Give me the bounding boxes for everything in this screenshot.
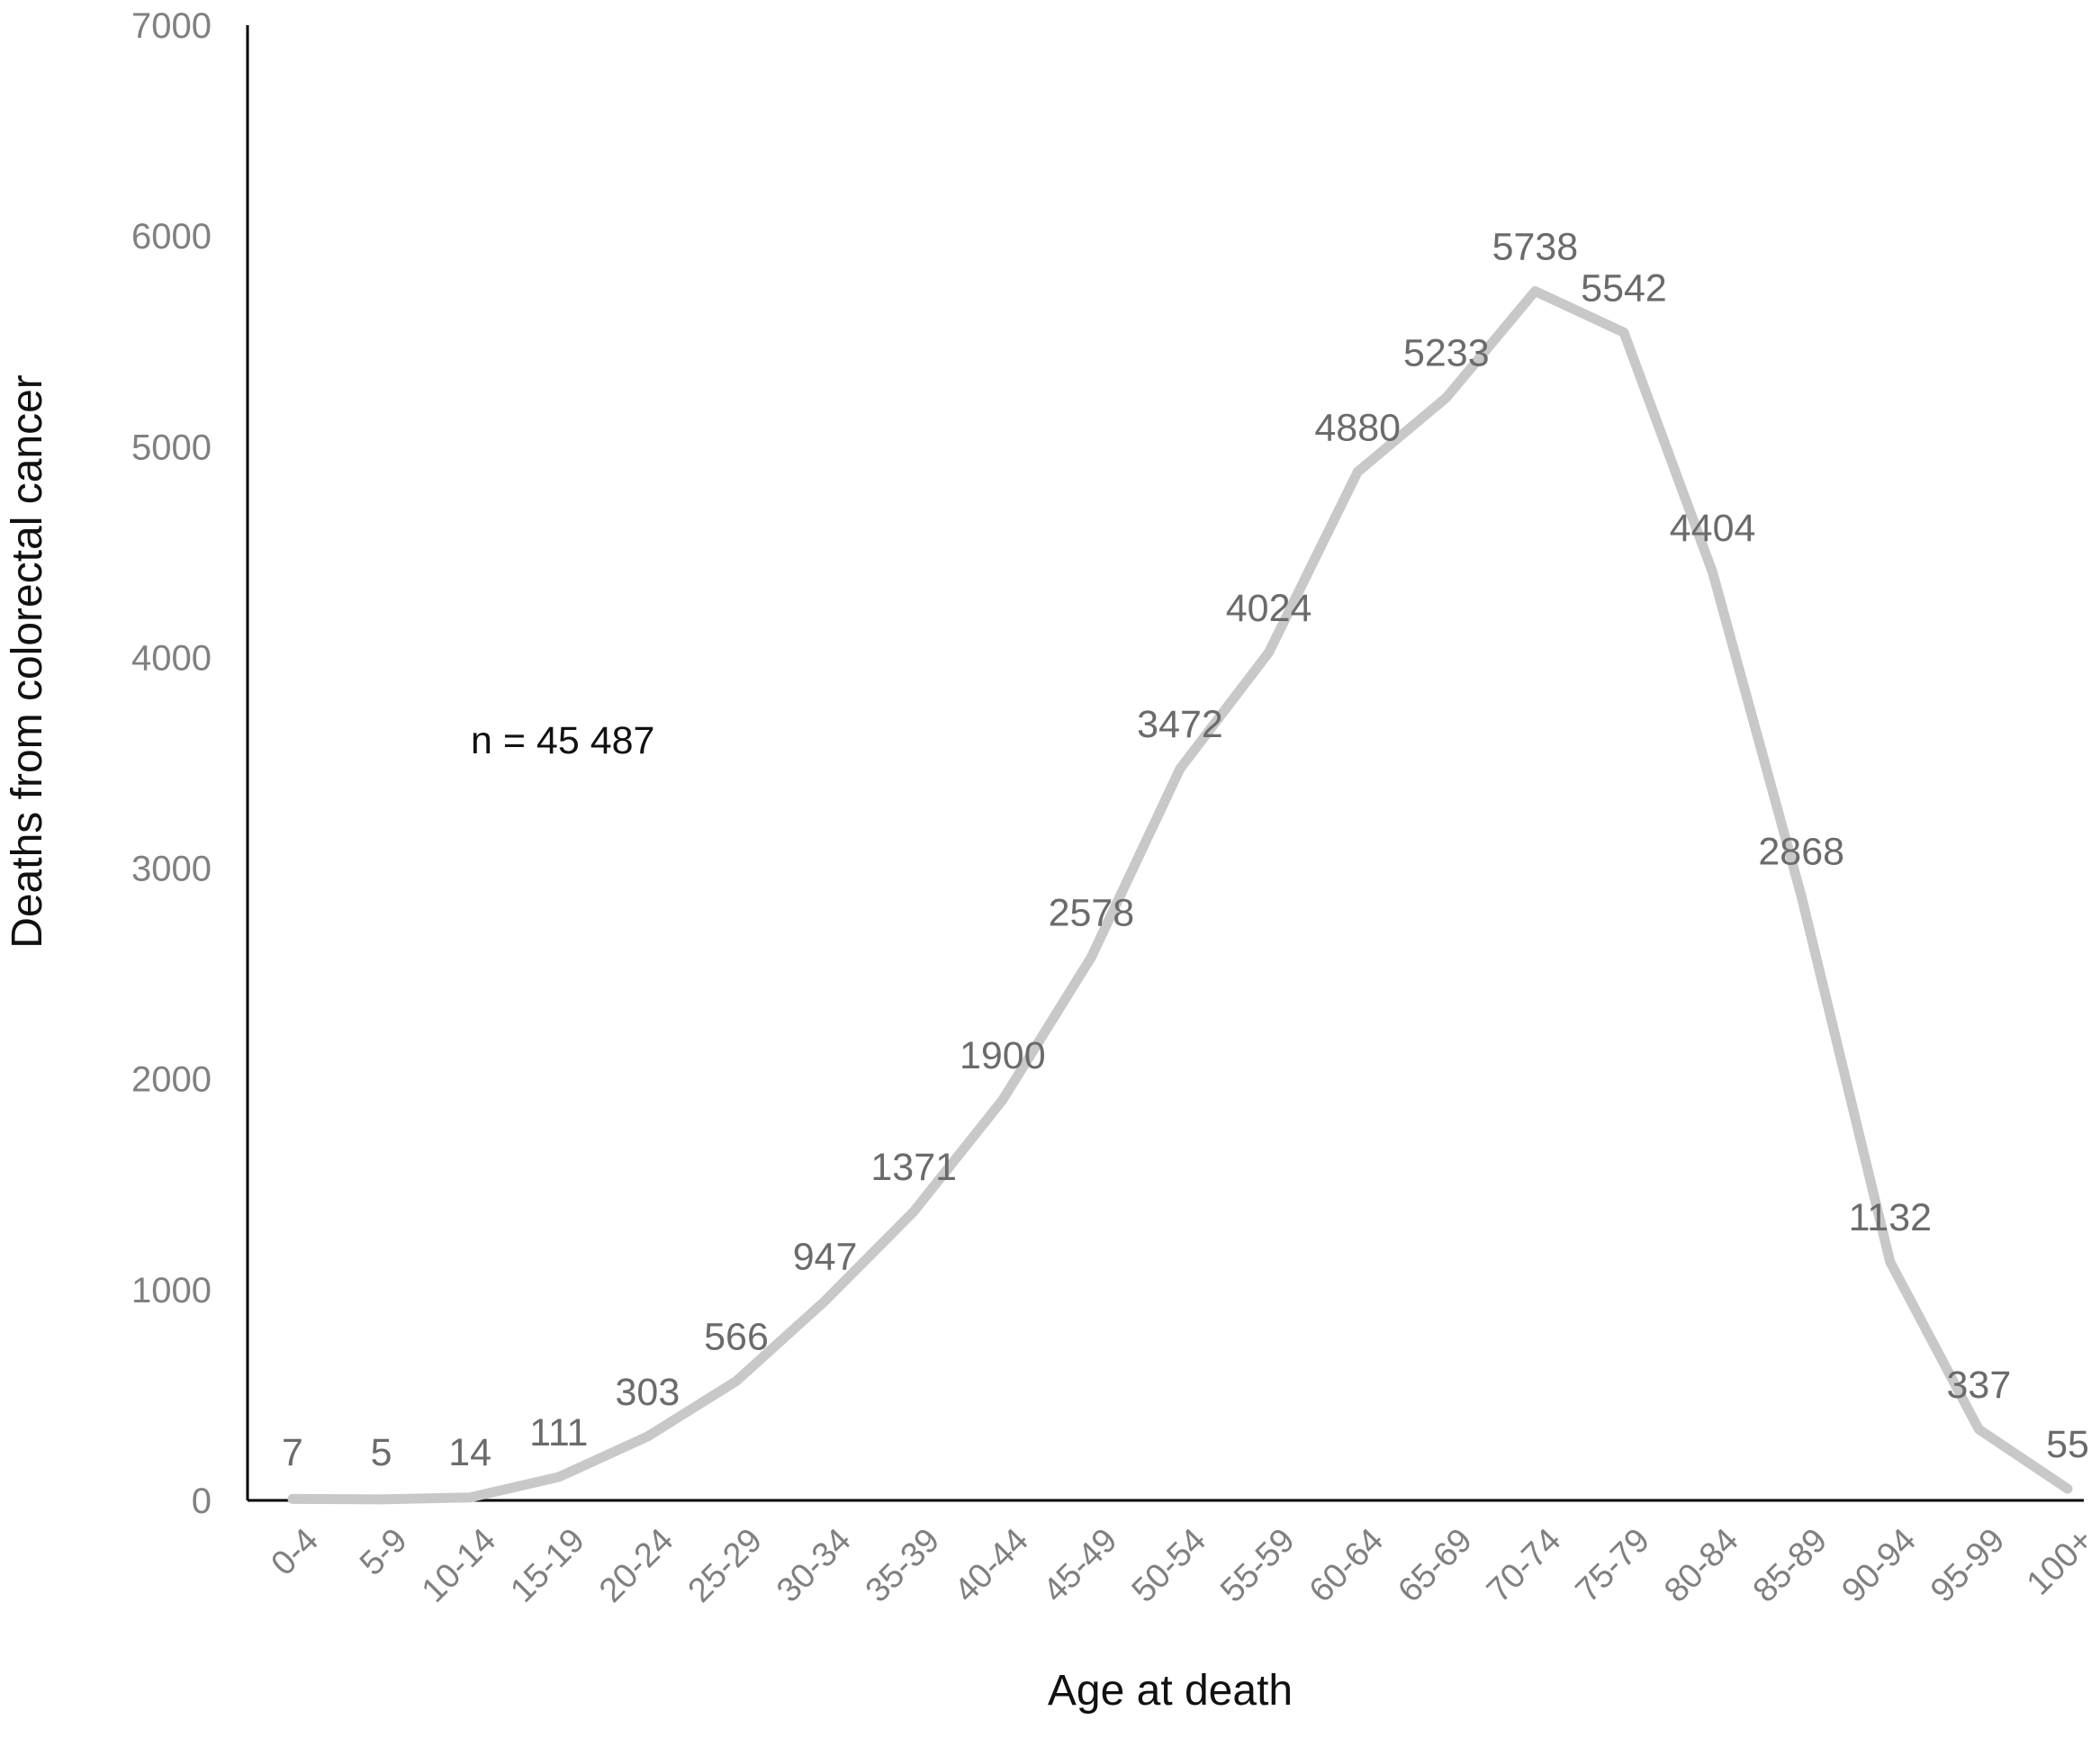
x-tick-label: 50-54 bbox=[1125, 1521, 1213, 1609]
x-tick-label: 60-64 bbox=[1302, 1521, 1391, 1609]
data-label: 111 bbox=[529, 1411, 588, 1454]
data-label: 337 bbox=[1947, 1364, 2012, 1407]
x-axis-title: Age at death bbox=[1048, 1667, 1293, 1715]
x-tick-label: 10-14 bbox=[415, 1521, 503, 1609]
data-label: 1900 bbox=[960, 1034, 1046, 1077]
data-label: 55 bbox=[2046, 1423, 2089, 1466]
data-label: 5233 bbox=[1403, 332, 1490, 375]
y-tick-label: 5000 bbox=[131, 428, 212, 467]
y-tick-label: 4000 bbox=[131, 638, 212, 678]
x-tick-label: 100+ bbox=[2020, 1521, 2100, 1602]
data-label: 2868 bbox=[1758, 830, 1844, 873]
data-label: 2578 bbox=[1049, 891, 1135, 934]
x-tick-label: 70-74 bbox=[1480, 1521, 1568, 1609]
data-label: 14 bbox=[448, 1431, 491, 1474]
x-tick-label: 20-24 bbox=[592, 1521, 680, 1609]
x-tick-label: 85-89 bbox=[1746, 1521, 1834, 1609]
data-label: 7 bbox=[282, 1431, 303, 1474]
data-label: 5542 bbox=[1581, 266, 1667, 310]
data-label: 1132 bbox=[1849, 1196, 1932, 1239]
x-tick-label: 40-44 bbox=[947, 1521, 1035, 1609]
y-tick-label: 6000 bbox=[131, 217, 212, 257]
y-tick-label: 1000 bbox=[131, 1271, 212, 1310]
y-tick-label: 7000 bbox=[131, 6, 212, 46]
data-label: 1371 bbox=[870, 1146, 957, 1189]
data-label: 566 bbox=[704, 1315, 769, 1358]
data-label: 5 bbox=[371, 1431, 392, 1474]
data-label: 303 bbox=[616, 1371, 680, 1414]
sample-size-annotation: n = 45 487 bbox=[471, 719, 654, 762]
x-tick-label: 75-79 bbox=[1569, 1521, 1657, 1609]
x-tick-label: 0-4 bbox=[265, 1521, 327, 1583]
data-label: 947 bbox=[793, 1235, 858, 1278]
x-tick-label: 25-29 bbox=[681, 1521, 770, 1609]
data-label: 5738 bbox=[1492, 225, 1579, 268]
x-tick-label: 35-39 bbox=[859, 1521, 947, 1609]
data-label: 4880 bbox=[1314, 406, 1401, 449]
x-tick-label: 95-99 bbox=[1924, 1521, 2012, 1609]
x-tick-label: 55-59 bbox=[1213, 1521, 1302, 1609]
y-axis-title: Deaths from colorectal cancer bbox=[4, 374, 51, 949]
x-axis-ticks: 0-4 5-9 10-14 15-19 20-24 25-29 30-34 35-39 40-4… bbox=[265, 1521, 2100, 1609]
x-tick-label: 15-19 bbox=[503, 1521, 591, 1609]
x-tick-label: 90-94 bbox=[1834, 1521, 1923, 1609]
data-label: 4024 bbox=[1226, 587, 1312, 630]
y-tick-label: 3000 bbox=[131, 850, 212, 889]
y-tick-label: 0 bbox=[192, 1481, 212, 1521]
series-line bbox=[287, 285, 2073, 1505]
y-axis-ticks: 0 1000 2000 3000 4000 5000 6000 7000 bbox=[131, 6, 212, 1521]
data-label: 3472 bbox=[1137, 703, 1223, 746]
data-labels: 7 5 14 111 303 566 947 1371 1900 2578 3472 4024 4880… bbox=[282, 225, 2089, 1474]
x-tick-label: 45-49 bbox=[1036, 1521, 1124, 1609]
x-tick-label: 80-84 bbox=[1657, 1521, 1745, 1609]
x-tick-label: 5-9 bbox=[353, 1521, 415, 1583]
x-tick-label: 65-69 bbox=[1391, 1521, 1479, 1609]
y-tick-label: 2000 bbox=[131, 1060, 212, 1100]
x-tick-label: 30-34 bbox=[770, 1521, 858, 1609]
data-label: 4404 bbox=[1670, 507, 1756, 550]
